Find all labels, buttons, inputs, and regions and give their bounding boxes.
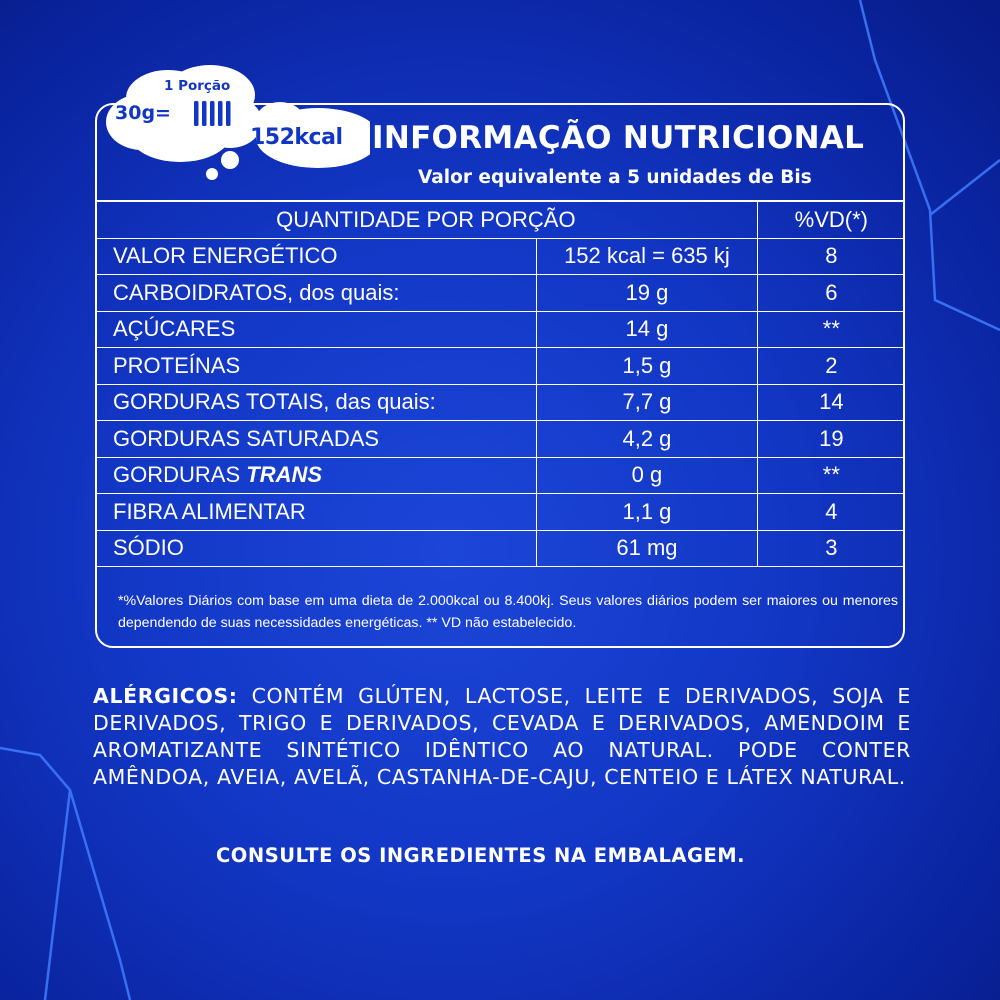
portion-grams: 30g= — [115, 102, 171, 124]
nutrient-quantity: 14 g — [536, 310, 758, 348]
nutrient-vd: 2 — [756, 347, 905, 385]
nutrient-name: FIBRA ALIMENTAR — [95, 493, 538, 531]
nutrient-name: GORDURAS SATURADAS — [95, 420, 538, 458]
nutrient-vd: ** — [756, 456, 905, 494]
consult-ingredients-note: CONSULTE OS INGREDIENTES NA EMBALAGEM. — [216, 844, 746, 867]
nutrient-quantity: 1,5 g — [536, 347, 758, 385]
header-quantity: QUANTIDADE POR PORÇÃO — [95, 200, 758, 239]
cloud-badge-icon — [106, 65, 370, 180]
nutrient-vd: 14 — [756, 383, 905, 421]
nutrition-table: QUANTIDADE POR PORÇÃO %VD(*) VALOR ENERG… — [95, 200, 905, 567]
nutrient-name: SÓDIO — [95, 529, 538, 567]
nutrient-vd: 19 — [756, 420, 905, 458]
nutrient-name: GORDURAS TOTAIS, das quais: — [95, 383, 538, 421]
nutrient-vd: 8 — [756, 237, 905, 275]
nutrient-quantity: 0 g — [536, 456, 758, 494]
nutrient-name: GORDURAS TRANS — [95, 456, 538, 494]
nutrient-quantity: 152 kcal = 635 kj — [536, 237, 758, 275]
table-row: VALOR ENERGÉTICO 152 kcal = 635 kj 8 — [95, 237, 905, 275]
portion-label: 1 Porção — [164, 78, 231, 94]
nutrient-name: VALOR ENERGÉTICO — [95, 237, 538, 275]
nutrient-vd: ** — [756, 310, 905, 348]
nutrient-quantity: 4,2 g — [536, 420, 758, 458]
nutrient-vd: 3 — [756, 529, 905, 567]
table-row: GORDURAS TRANS 0 g ** — [95, 456, 905, 494]
nutrient-name: CARBOIDRATOS, dos quais: — [95, 274, 538, 312]
nutrient-quantity: 1,1 g — [536, 493, 758, 531]
nutrient-quantity: 19 g — [536, 274, 758, 312]
header-vd: %VD(*) — [756, 200, 905, 239]
table-row: FIBRA ALIMENTAR 1,1 g 4 — [95, 493, 905, 531]
nutrient-name: AÇÚCARES — [95, 310, 538, 348]
panel-subtitle: Valor equivalente a 5 unidades de Bis — [418, 167, 812, 188]
nutrient-quantity: 7,7 g — [536, 383, 758, 421]
table-footnote: *%Valores Diários com base em uma dieta … — [118, 593, 898, 631]
table-row: AÇÚCARES 14 g ** — [95, 310, 905, 348]
table-row: GORDURAS SATURADAS 4,2 g 19 — [95, 420, 905, 458]
table-row: CARBOIDRATOS, dos quais: 19 g 6 — [95, 274, 905, 312]
bis-bars-icon — [194, 101, 231, 126]
nutrient-vd: 6 — [756, 274, 905, 312]
nutrient-vd: 4 — [756, 493, 905, 531]
nutrient-quantity: 61 mg — [536, 529, 758, 567]
nutrient-name: PROTEÍNAS — [95, 347, 538, 385]
table-row: SÓDIO 61 mg 3 — [95, 529, 905, 567]
table-header-row: QUANTIDADE POR PORÇÃO %VD(*) — [95, 200, 905, 239]
allergens-text: ALÉRGICOS: CONTÉM GLÚTEN, LACTOSE, LEITE… — [93, 684, 911, 789]
allergens-label: ALÉRGICOS: — [93, 684, 238, 708]
trans-emphasis: TRANS — [246, 462, 323, 488]
panel-title: INFORMAÇÃO NUTRICIONAL — [372, 120, 865, 156]
table-row: PROTEÍNAS 1,5 g 2 — [95, 347, 905, 385]
portion-kcal: 152kcal — [250, 125, 343, 150]
table-row: GORDURAS TOTAIS, das quais: 7,7 g 14 — [95, 383, 905, 421]
